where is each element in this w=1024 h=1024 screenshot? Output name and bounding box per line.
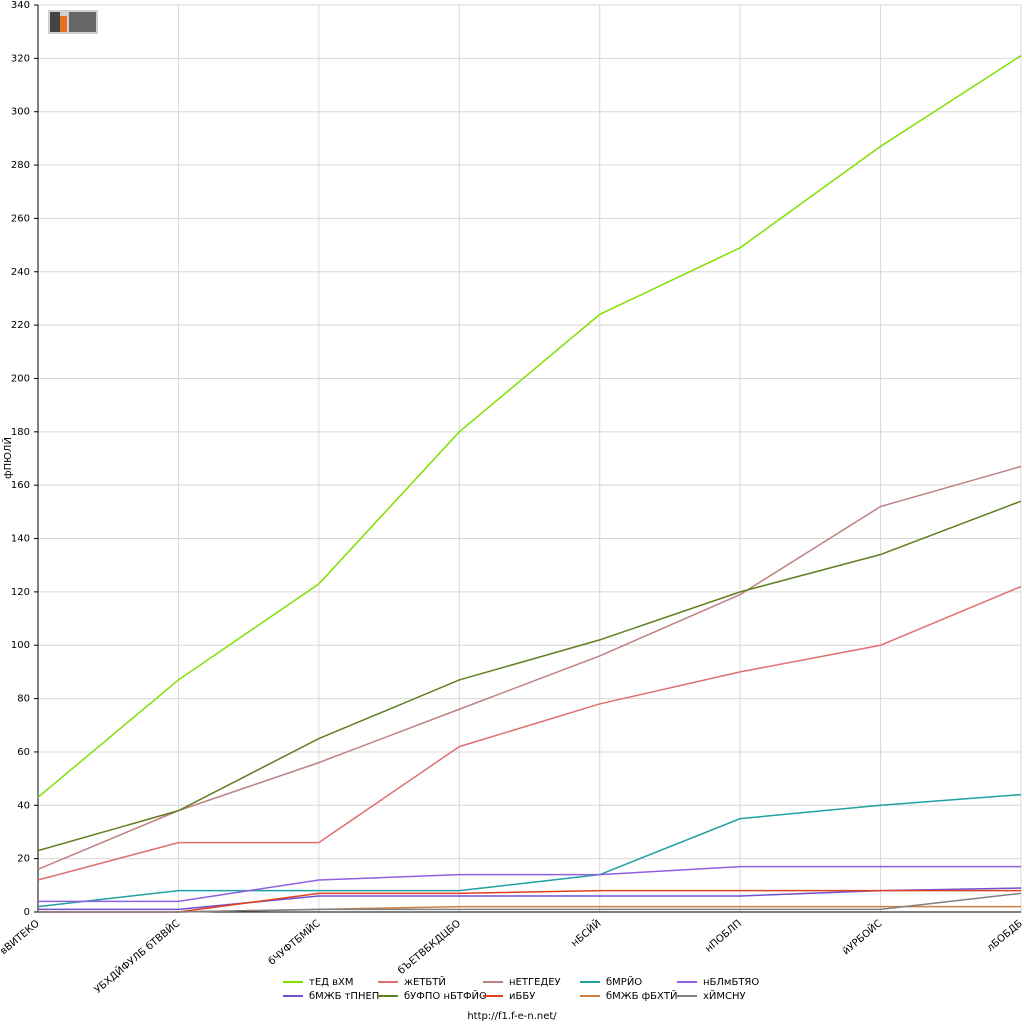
- legend-label: бМЖБ фБХТЙ: [606, 989, 677, 1002]
- y-tick-label: 60: [17, 747, 30, 758]
- logo: [48, 10, 98, 34]
- legend-label: нБЛмБТЯО: [703, 977, 759, 988]
- y-tick-label: 40: [17, 800, 30, 811]
- x-tick-label: йУРБОЙС: [839, 917, 884, 958]
- series-line: [37, 465, 1022, 871]
- footer: http://f1.f-e-n.net/: [467, 1011, 557, 1022]
- y-tick-label: 240: [11, 267, 30, 278]
- y-axis-title: фПЮЛЙ: [1, 437, 14, 479]
- y-tick-label: 180: [11, 427, 30, 438]
- y-tick-label: 160: [11, 480, 30, 491]
- x-tick-label: бЪЕТВБКДЦБО: [396, 918, 463, 977]
- y-tick-label: 100: [11, 640, 30, 651]
- series-line: [38, 865, 1021, 903]
- y-tick-label: 260: [11, 213, 30, 224]
- legend-label: бМРЙО: [606, 975, 642, 988]
- series-line: [38, 887, 1022, 911]
- legend-label: бУФПО нБТФЙО: [404, 989, 487, 1002]
- y-tick-label: 300: [11, 107, 30, 118]
- x-tick-label: вВИТЕКО: [0, 918, 42, 957]
- x-tick-label: нБСЙЙ: [568, 917, 603, 950]
- series-line: [37, 585, 1022, 881]
- x-tick-label: бЧУФТБМЙС: [265, 917, 322, 968]
- x-tick-label: нПОБЛП: [703, 918, 744, 955]
- y-tick-label: 20: [17, 854, 30, 865]
- y-tick-label: 280: [11, 160, 30, 171]
- legend-label: иББУ: [509, 991, 535, 1002]
- series-line: [37, 793, 1022, 908]
- series-line: [38, 889, 1021, 913]
- y-tick-label: 320: [11, 53, 30, 64]
- legend-label: бМЖБ тПНЕП: [309, 991, 379, 1002]
- y-tick-label: 200: [11, 373, 30, 384]
- y-tick-label: 120: [11, 587, 30, 598]
- y-tick-label: 0: [24, 907, 30, 918]
- series-line: [37, 55, 1022, 798]
- legend-label: нЕТГЕДЕУ: [509, 977, 561, 988]
- series-line: [37, 500, 1022, 852]
- y-tick-label: 80: [17, 694, 30, 705]
- legend-label: хЙМСНУ: [703, 989, 746, 1002]
- legend-label: жЕТБТЙ: [404, 975, 446, 988]
- x-tick-label: лБОБДБ: [985, 918, 1024, 954]
- x-tick-label: УБХДЙФУЛБ бТВВЙС: [91, 917, 182, 996]
- y-tick-label: 340: [11, 0, 30, 11]
- legend-label: тЕД вХМ: [309, 977, 354, 988]
- y-tick-label: 220: [11, 320, 30, 331]
- series-line: [38, 892, 1022, 913]
- y-tick-label: 140: [11, 534, 30, 545]
